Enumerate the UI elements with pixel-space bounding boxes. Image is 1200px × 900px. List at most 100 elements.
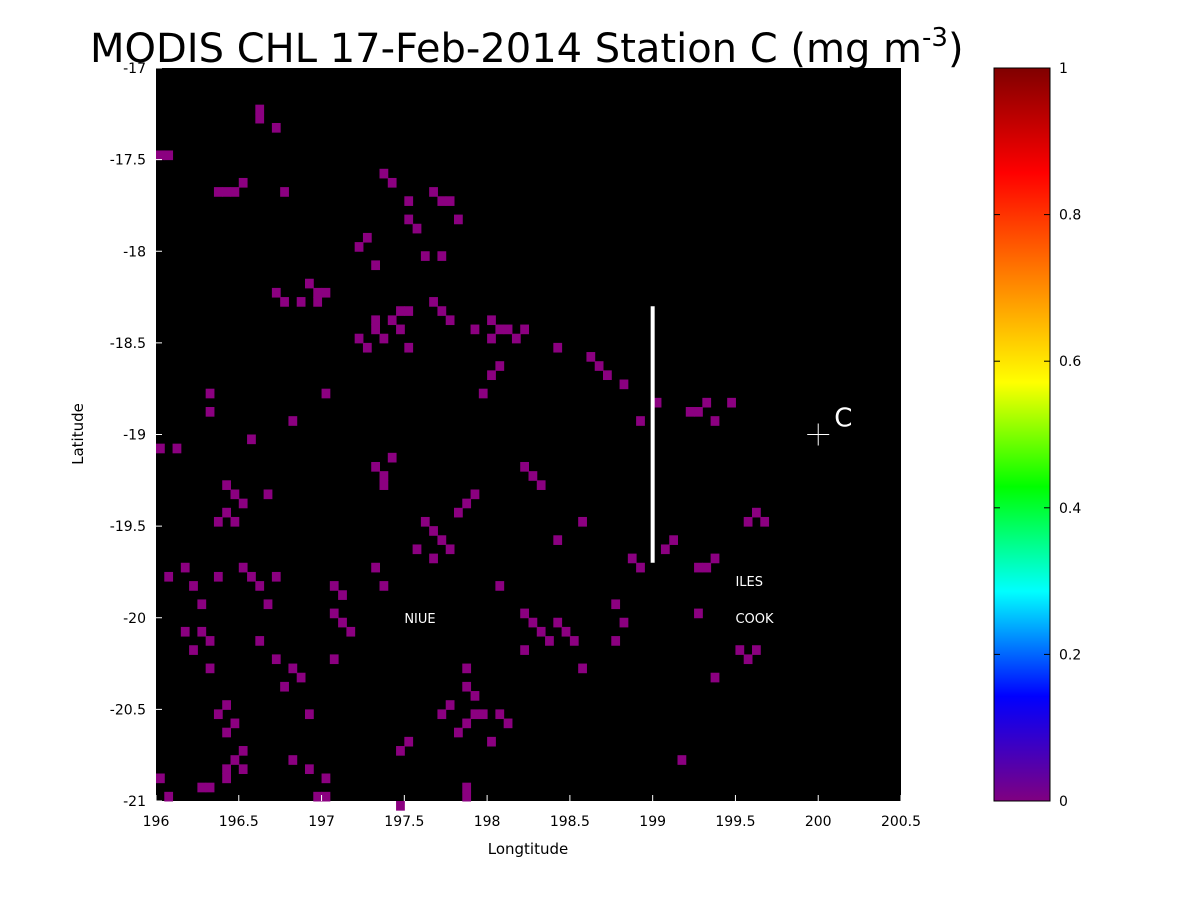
chl-pixel	[578, 516, 587, 527]
chl-pixel	[156, 443, 165, 454]
y-tick-label: -20	[123, 611, 146, 627]
chl-pixel	[478, 388, 488, 399]
chl-pixel	[371, 461, 380, 472]
chl-pixel	[611, 636, 621, 646]
colorbar-tick-label: 0	[1059, 794, 1068, 810]
y-tick-label: -18	[123, 244, 146, 260]
x-tick-label: 196	[143, 814, 170, 830]
chl-pixel	[636, 416, 645, 426]
y-tick-label: -19.5	[110, 519, 146, 535]
title-superscript: -3	[922, 23, 948, 53]
chl-pixel	[296, 297, 306, 307]
chl-pixel	[213, 571, 223, 582]
chl-pixel	[213, 187, 223, 197]
chl-pixel	[586, 352, 596, 362]
chl-pixel	[313, 287, 323, 298]
chl-pixel	[280, 187, 289, 197]
chl-pixel	[180, 626, 190, 637]
chl-pixel	[321, 388, 331, 399]
chl-pixel	[213, 516, 223, 527]
chl-pixel	[305, 764, 314, 775]
chl-pixel	[321, 773, 331, 784]
chl-pixel	[429, 297, 438, 307]
chl-pixel	[445, 544, 455, 555]
chl-pixel	[362, 232, 372, 243]
place-label: NIUE	[404, 612, 435, 627]
chl-pixel	[387, 177, 397, 188]
chl-pixel	[511, 333, 521, 344]
chl-pixel	[404, 736, 414, 747]
chl-pixel	[553, 617, 563, 628]
chl-pixel	[503, 718, 513, 729]
chl-pixel	[462, 782, 472, 793]
chl-pixel	[536, 626, 546, 637]
chl-pixel	[263, 599, 273, 610]
colorbar-tick-label: 0.4	[1059, 501, 1081, 517]
chl-pixel	[296, 672, 306, 683]
place-label: ILES	[735, 575, 763, 590]
x-axis-title: Longtitude	[488, 840, 569, 858]
chl-pixel	[569, 636, 579, 646]
chl-pixel	[271, 654, 281, 665]
colorbar-ticks: 0 0.2 0.4 0.6 0.8 1	[994, 61, 1081, 810]
chl-pixel	[677, 755, 687, 765]
chl-pixel	[462, 791, 472, 802]
station-label: C	[834, 404, 852, 434]
chl-pixel	[669, 535, 678, 545]
chl-pixel	[379, 333, 389, 344]
chl-pixel	[743, 516, 753, 527]
chl-pixel	[710, 672, 720, 683]
chl-pixel	[470, 709, 480, 720]
chl-pixel	[371, 324, 380, 335]
chl-pixel	[404, 214, 414, 225]
chl-pixel	[222, 507, 231, 518]
chl-pixel	[710, 416, 720, 426]
chl-pixel	[205, 407, 215, 417]
chl-pixel	[197, 626, 207, 637]
chl-pixel	[288, 663, 298, 674]
colorbar-tick-label: 0.8	[1059, 208, 1081, 224]
chl-pixel	[429, 187, 438, 197]
chl-pixel	[412, 223, 422, 234]
x-tick-label: 200	[805, 814, 832, 830]
chl-pixel	[238, 746, 248, 756]
chl-pixel	[470, 324, 480, 335]
x-tick-label: 199	[639, 814, 666, 830]
chl-pixel	[230, 516, 240, 527]
chl-pixel	[371, 315, 380, 326]
chl-pixel	[280, 681, 289, 692]
axes: 196 196.5 197 197.5 198 198.5 199 199.5 200 200.5…	[110, 61, 921, 830]
chl-pixel	[271, 287, 281, 298]
chl-pixel	[205, 663, 215, 674]
chl-pixel	[338, 617, 347, 628]
colorbar-tick-label: 0.6	[1059, 354, 1081, 370]
chl-pixel	[470, 489, 480, 500]
chl-pixel	[396, 306, 405, 316]
chl-pixel	[271, 571, 281, 582]
chl-pixel	[487, 315, 496, 326]
chl-pixel	[404, 306, 414, 316]
chl-pixel	[528, 471, 538, 481]
colorbar-tick-label: 1	[1059, 61, 1068, 77]
chl-pixel	[462, 498, 472, 509]
x-tick-label: 197	[308, 814, 335, 830]
chl-pixel	[520, 324, 529, 335]
chl-pixel	[379, 480, 389, 490]
chl-pixel	[172, 443, 182, 454]
chl-pixel	[445, 315, 455, 326]
chl-pixel	[230, 187, 240, 197]
chl-pixel	[362, 342, 372, 353]
chl-pixel	[222, 700, 231, 710]
chl-pixel	[379, 471, 389, 481]
chl-pixel	[652, 397, 662, 408]
chl-pixel	[561, 626, 571, 637]
chl-pixel	[379, 168, 389, 179]
chl-pixel	[164, 150, 174, 161]
chl-pixel	[222, 764, 231, 775]
chl-pixel	[313, 297, 323, 307]
chl-pixel	[156, 150, 165, 161]
chl-pixel	[164, 791, 174, 802]
chl-pixel	[487, 370, 496, 381]
chl-pixel	[288, 755, 298, 765]
chl-pixel	[255, 104, 265, 115]
